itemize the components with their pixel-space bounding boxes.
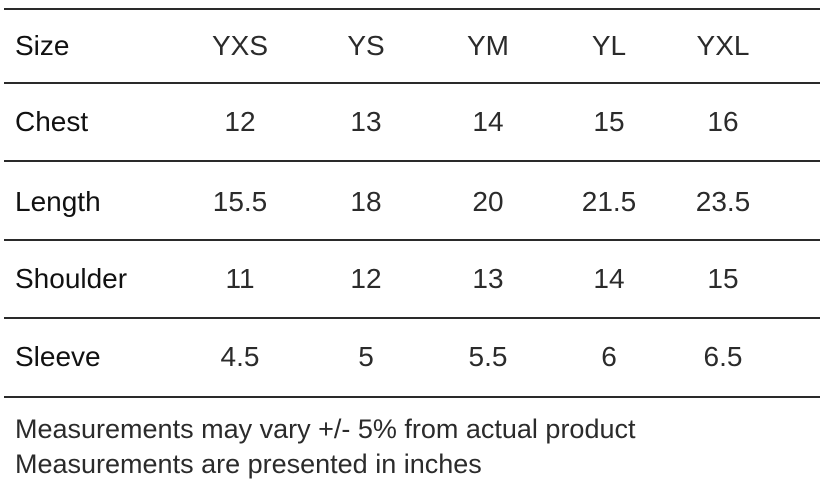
variance-note: Measurements may vary +/- 5% from actual… [15,414,636,444]
table-cell: 14 [472,106,504,137]
header-size-ys: YS [347,30,385,61]
table-cell: 13 [350,106,382,137]
table-cell: 6.5 [703,341,743,372]
table-cell: 12 [224,106,256,137]
table-row-length: Length 15.5 18 20 21.5 23.5 [0,172,820,232]
row-divider [4,317,820,319]
table-row-chest: Chest 12 13 14 15 16 [0,92,820,152]
header-size-ym: YM [467,30,509,61]
table-row-shoulder: Shoulder 11 12 13 14 15 [0,249,820,309]
header-size-label: Size [15,30,70,61]
row-divider [4,82,820,84]
table-cell: 6 [601,341,617,372]
table-cell: 15 [593,106,625,137]
table-top-rule [4,8,820,10]
row-label-sleeve: Sleeve [15,341,101,372]
table-cell: 13 [472,263,504,294]
row-label-length: Length [15,186,101,217]
row-label-shoulder: Shoulder [15,263,128,294]
table-cell: 15.5 [212,186,268,217]
header-size-yl: YL [591,30,627,61]
table-cell: 23.5 [695,186,751,217]
table-cell: 20 [472,186,504,217]
header-size-yxl: YXL [696,30,750,61]
table-cell: 16 [707,106,739,137]
table-cell: 11 [225,263,255,294]
units-note: Measurements are presented in inches [15,449,482,479]
table-cell: 21.5 [581,186,637,217]
table-row-sleeve: Sleeve 4.5 5 5.5 6 6.5 [0,327,820,387]
row-divider [4,160,820,162]
table-cell: 15 [707,263,739,294]
table-bottom-rule [4,396,820,398]
table-cell: 5 [358,341,374,372]
header-size-yxs: YXS [211,30,269,61]
row-divider [4,239,820,241]
table-cell: 4.5 [220,341,260,372]
table-cell: 5.5 [468,341,508,372]
table-cell: 18 [350,186,382,217]
table-cell: 14 [593,263,625,294]
table-header-row: Size YXS YS YM YL YXL [0,16,820,76]
row-label-chest: Chest [15,106,89,137]
table-cell: 12 [350,263,382,294]
